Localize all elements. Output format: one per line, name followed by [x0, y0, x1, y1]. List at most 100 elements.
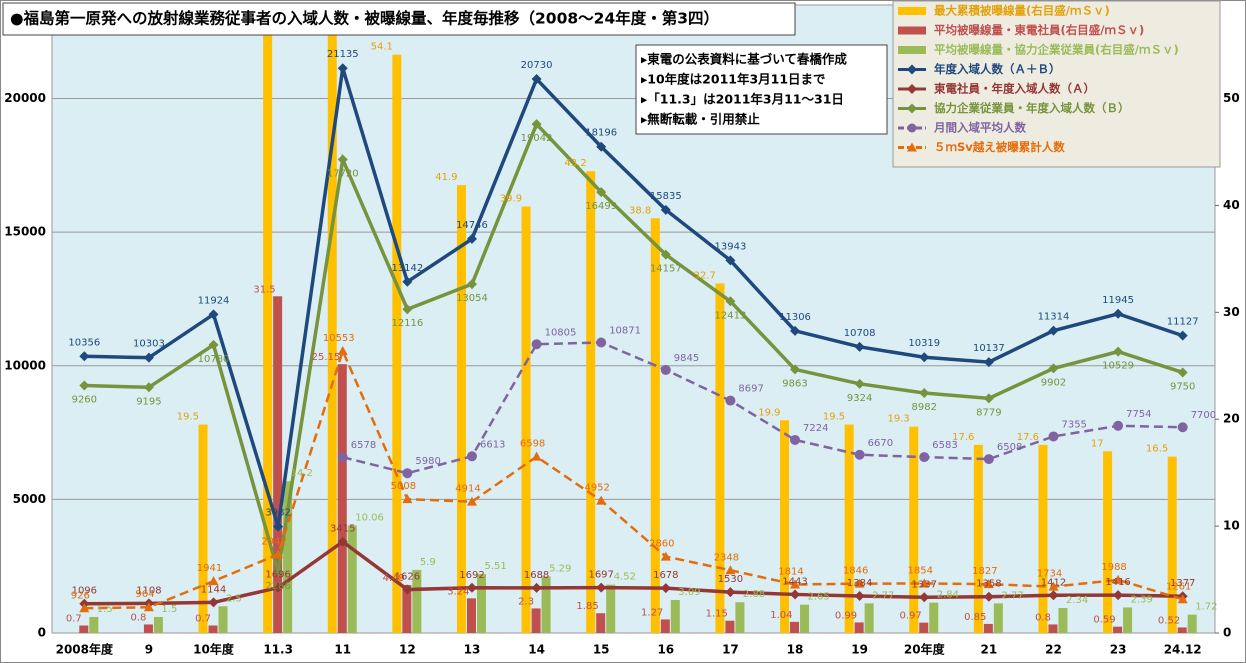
- bar: [541, 576, 551, 633]
- data-label: 11945: [1102, 295, 1134, 306]
- legend-box: [892, 0, 1221, 168]
- data-label: 8697: [738, 384, 763, 395]
- point: [596, 187, 607, 198]
- note: ▸「11.3」は2011年3月11～31日: [641, 92, 844, 107]
- x-tick-label: 22: [1045, 643, 1062, 657]
- data-label: 19042: [521, 133, 553, 144]
- data-label: 1358: [976, 579, 1001, 590]
- legend-marker: [907, 142, 917, 152]
- y2-tick-label: 20: [1223, 412, 1240, 426]
- title-box: [2, 2, 796, 36]
- point: [983, 393, 994, 404]
- data-label: 20730: [521, 60, 553, 71]
- point: [466, 451, 477, 462]
- series-line: [84, 67, 1184, 528]
- point: [596, 495, 607, 505]
- point: [983, 591, 994, 602]
- point: [531, 582, 542, 593]
- data-label: 9863: [782, 378, 807, 389]
- point: [273, 566, 284, 577]
- data-label: 1412: [1041, 577, 1066, 588]
- data-label: 1678: [653, 570, 678, 581]
- data-label: 1.27: [641, 607, 663, 618]
- data-label: 0.97: [899, 611, 921, 622]
- bar: [844, 424, 854, 633]
- point: [1177, 330, 1188, 341]
- legend-label: 協力企業従業員・年度入域人数（Ｂ）: [934, 101, 1130, 115]
- data-label: 7355: [1061, 419, 1086, 430]
- data-label: 1384: [847, 578, 872, 589]
- bar: [153, 616, 163, 633]
- data-label: 3415: [330, 524, 355, 535]
- data-label: 4.49: [383, 573, 405, 584]
- data-label: 9195: [136, 396, 161, 407]
- data-label: 19.5: [823, 412, 845, 423]
- data-label: 2286: [265, 581, 290, 592]
- data-label: 0.99: [835, 610, 857, 621]
- y2-tick-label: 0: [1223, 626, 1231, 640]
- data-label: 14.2: [291, 468, 313, 479]
- point: [919, 387, 930, 398]
- bar: [735, 602, 745, 633]
- data-label: 1688: [524, 570, 549, 581]
- bar: [660, 619, 670, 633]
- bar: [715, 283, 725, 633]
- data-label: 10356: [68, 337, 100, 348]
- data-label: 25.15: [312, 352, 341, 363]
- legend-label: 最大累積被曝線量(右目盛/ｍＳｖ): [934, 4, 1110, 18]
- point: [143, 602, 154, 612]
- bar: [919, 622, 929, 633]
- point: [466, 496, 477, 506]
- point: [1048, 363, 1059, 374]
- bar: [337, 364, 347, 633]
- data-label: 1941: [197, 563, 222, 574]
- bar: [347, 525, 357, 633]
- point: [402, 468, 413, 479]
- data-label: 1144: [201, 584, 226, 595]
- series-line: [342, 341, 1183, 475]
- point: [790, 589, 801, 600]
- data-label: 13142: [391, 263, 423, 274]
- data-label: 13054: [456, 293, 488, 304]
- point: [790, 364, 801, 375]
- point: [790, 434, 801, 445]
- data-label: 18196: [585, 128, 617, 139]
- note: ▸無断転載・引用禁止: [641, 112, 760, 127]
- bar: [586, 171, 596, 633]
- bar: [198, 424, 208, 633]
- point: [208, 339, 219, 350]
- chart-title: ●福島第一原発への放射線業務従事者の入域人数・被曝線量、年度毎推移（2008～2…: [10, 9, 719, 28]
- bar: [412, 569, 422, 633]
- data-label: 10805: [545, 327, 577, 338]
- point: [337, 63, 348, 74]
- data-label: 8982: [912, 402, 937, 413]
- bar: [973, 444, 983, 633]
- x-tick-label: 2008年度: [56, 642, 114, 657]
- point: [725, 565, 736, 575]
- note: ▸東電の公表資料に基づいて春橋作成: [641, 52, 847, 67]
- data-label: 1261: [1166, 581, 1191, 592]
- data-label: 1.72: [1195, 602, 1217, 613]
- data-label: 13943: [715, 241, 747, 252]
- data-label: 2.84: [937, 590, 959, 601]
- data-label: 9845: [674, 353, 699, 364]
- data-label: 9324: [847, 393, 872, 404]
- point: [143, 382, 154, 393]
- bar: [650, 218, 660, 633]
- data-label: 12116: [391, 318, 423, 329]
- bar: [983, 623, 993, 633]
- point: [983, 454, 994, 465]
- point: [725, 395, 736, 406]
- point: [337, 345, 348, 355]
- data-label: 21135: [327, 49, 359, 60]
- point: [854, 591, 865, 602]
- data-label: 11306: [779, 312, 811, 323]
- legend-label: ５ｍSv越え被曝累計人数: [934, 140, 1065, 154]
- data-label: 2.77: [872, 590, 894, 601]
- point: [854, 449, 865, 460]
- data-label: 10529: [1102, 361, 1134, 372]
- legend-marker: [907, 123, 917, 133]
- point: [1113, 420, 1124, 431]
- bar: [89, 616, 99, 633]
- point: [1113, 346, 1124, 357]
